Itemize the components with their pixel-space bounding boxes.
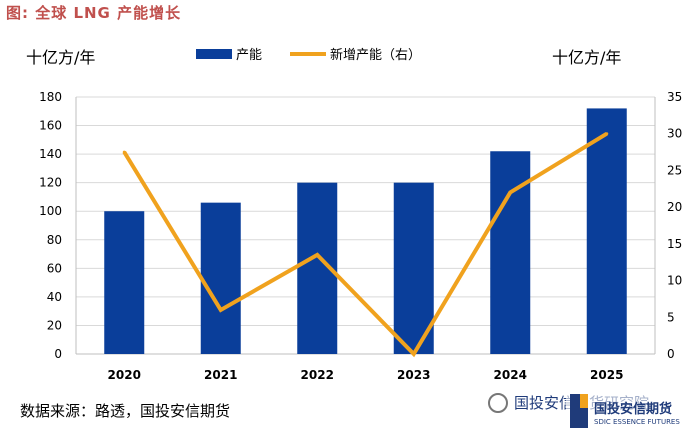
- right-tick-label: 20: [667, 200, 682, 214]
- left-tick-label: 20: [47, 318, 62, 332]
- legend-item-line: 新增产能（右）: [290, 44, 421, 63]
- right-tick-label: 10: [667, 274, 682, 288]
- left-tick-label: 160: [39, 119, 62, 133]
- line-point: [219, 308, 223, 312]
- x-tick-label: 2021: [204, 368, 237, 382]
- left-axis-unit: 十亿方/年: [26, 48, 96, 67]
- line-point: [122, 150, 126, 154]
- bar: [586, 108, 627, 354]
- company-logo: 国投安信期货 SDIC ESSENCE FUTURES: [566, 388, 693, 433]
- chart-title: 图: 全球 LNG 产能增长: [6, 4, 182, 22]
- legend-item-bar: 产能: [196, 44, 262, 63]
- right-axis-unit: 十亿方/年: [552, 48, 622, 67]
- right-tick-label: 5: [667, 310, 675, 324]
- x-tick-label: 2025: [590, 368, 623, 382]
- left-tick-label: 140: [39, 147, 62, 161]
- x-tick-label: 2023: [397, 368, 430, 382]
- line-point: [605, 132, 609, 136]
- left-tick-label: 120: [39, 176, 62, 190]
- legend: 产能 新增产能（右）: [196, 44, 449, 63]
- left-tick-label: 40: [47, 290, 62, 304]
- left-tick-label: 180: [39, 90, 62, 104]
- x-tick-label: 2024: [494, 368, 527, 382]
- logo-name: 国投安信期货: [594, 402, 673, 417]
- source-note: 数据来源：路透，国投安信期货: [20, 402, 231, 420]
- left-tick-label: 0: [54, 347, 62, 361]
- line-point: [315, 253, 319, 257]
- line-point: [508, 190, 512, 194]
- logo-english: SDIC ESSENCE FUTURES: [594, 418, 680, 426]
- legend-line-label: 新增产能（右）: [330, 48, 422, 63]
- legend-bar-label: 产能: [236, 48, 263, 63]
- right-tick-label: 0: [667, 347, 675, 361]
- legend-bar-swatch: [196, 48, 232, 59]
- wechat-icon: [488, 392, 508, 413]
- right-tick-label: 30: [667, 127, 682, 141]
- right-tick-label: 15: [667, 237, 682, 251]
- line-series: [122, 132, 608, 358]
- right-tick-label: 35: [667, 90, 682, 104]
- bar: [393, 182, 434, 354]
- x-tick-label: 2022: [301, 368, 334, 382]
- logo-accent-icon: [580, 394, 588, 408]
- x-tick-label: 2020: [108, 368, 141, 382]
- line-point: [412, 352, 416, 356]
- bar: [200, 202, 241, 354]
- legend-line-swatch: [290, 51, 327, 56]
- left-tick-label: 80: [47, 233, 62, 247]
- left-tick-label: 100: [39, 204, 62, 218]
- left-tick-label: 60: [47, 261, 62, 275]
- bar: [104, 211, 145, 354]
- right-tick-label: 25: [667, 163, 682, 177]
